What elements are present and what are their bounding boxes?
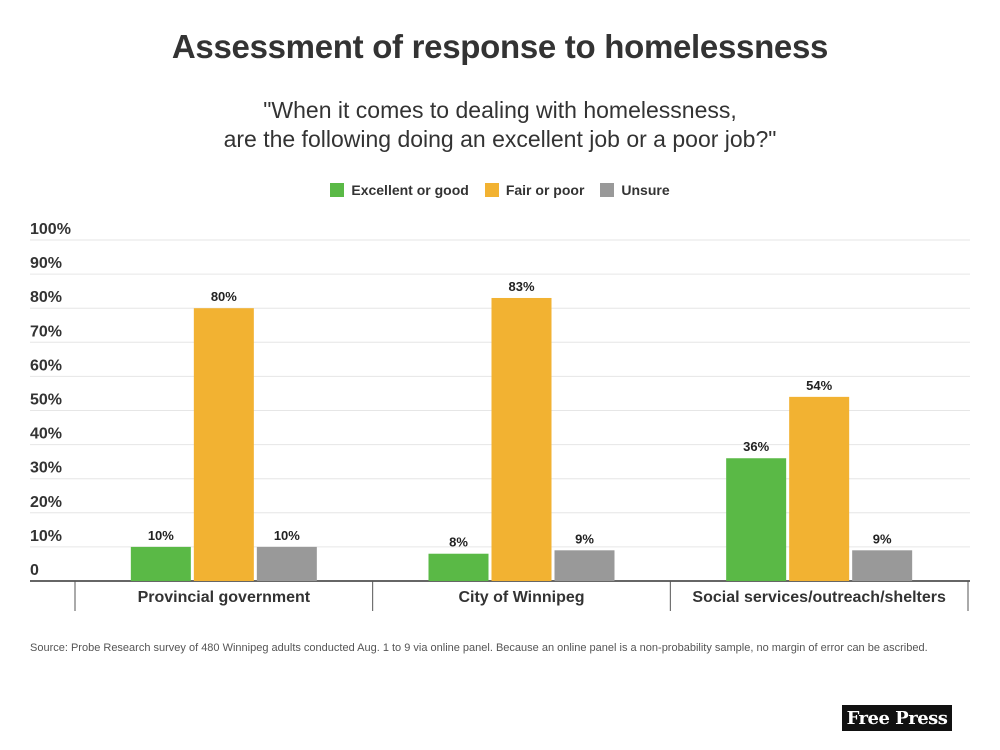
legend-label-excellent: Excellent or good	[351, 182, 469, 198]
legend-label-fair: Fair or poor	[505, 182, 585, 198]
y-tick-label: 70%	[30, 323, 62, 340]
data-label-unsure: 9%	[873, 531, 892, 546]
legend-label-unsure: Unsure	[621, 182, 670, 198]
data-label-fair: 83%	[508, 279, 534, 294]
y-tick-label: 30%	[30, 460, 62, 477]
data-label-excellent: 36%	[743, 439, 769, 454]
legend: Excellent or good Fair or poor Unsure	[0, 182, 1000, 198]
legend-item-fair: Fair or poor	[484, 182, 585, 198]
data-label-unsure: 9%	[575, 531, 594, 546]
y-tick-label: 90%	[30, 255, 62, 272]
bar-excellent	[428, 553, 489, 581]
bar-chart: 0 10% 20% 30% 40% 50% 60% 70% 80% 90% 100% 10% 80% 10…	[30, 221, 970, 611]
bar-fair	[193, 308, 254, 581]
bar-unsure	[256, 546, 317, 581]
bar-excellent	[726, 458, 787, 581]
legend-item-unsure: Unsure	[600, 182, 670, 198]
source-note: Source: Probe Research survey of 480 Win…	[30, 642, 928, 654]
legend-swatch-fair	[484, 183, 499, 197]
free-press-logo: Free Press	[842, 705, 952, 731]
bar-unsure	[852, 550, 913, 581]
data-label-excellent: 10%	[148, 528, 174, 543]
data-label-excellent: 8%	[449, 535, 468, 550]
x-category-label: Social services/outreach/shelters	[692, 589, 946, 606]
y-tick-label: 10%	[30, 528, 62, 545]
subtitle-line-2: are the following doing an excellent job…	[223, 126, 777, 152]
legend-swatch-unsure	[600, 183, 615, 197]
y-tick-label: 20%	[30, 494, 62, 511]
data-label-fair: 54%	[806, 378, 832, 393]
bar-unsure	[554, 550, 615, 581]
y-tick-label: 100%	[30, 221, 71, 238]
bar-excellent	[130, 546, 191, 581]
chart-title: Assessment of response to homelessness	[171, 28, 829, 65]
y-tick-label: 40%	[30, 426, 62, 443]
chart-subtitle: "When it comes to dealing with homelessn…	[0, 96, 1000, 154]
x-category-label: Provincial government	[138, 589, 311, 606]
subtitle-line-1: "When it comes to dealing with homelessn…	[263, 97, 737, 123]
data-label-fair: 80%	[211, 289, 237, 304]
y-tick-label: 60%	[30, 357, 62, 374]
legend-swatch-excellent	[330, 183, 345, 197]
data-label-unsure: 10%	[274, 528, 300, 543]
x-category-label: City of Winnipeg	[458, 589, 584, 606]
bar-fair	[491, 297, 552, 581]
y-tick-label: 80%	[30, 289, 62, 306]
y-tick-label: 50%	[30, 392, 62, 409]
bar-fair	[789, 396, 850, 581]
y-tick-label: 0	[30, 562, 39, 579]
legend-item-excellent: Excellent or good	[330, 182, 469, 198]
